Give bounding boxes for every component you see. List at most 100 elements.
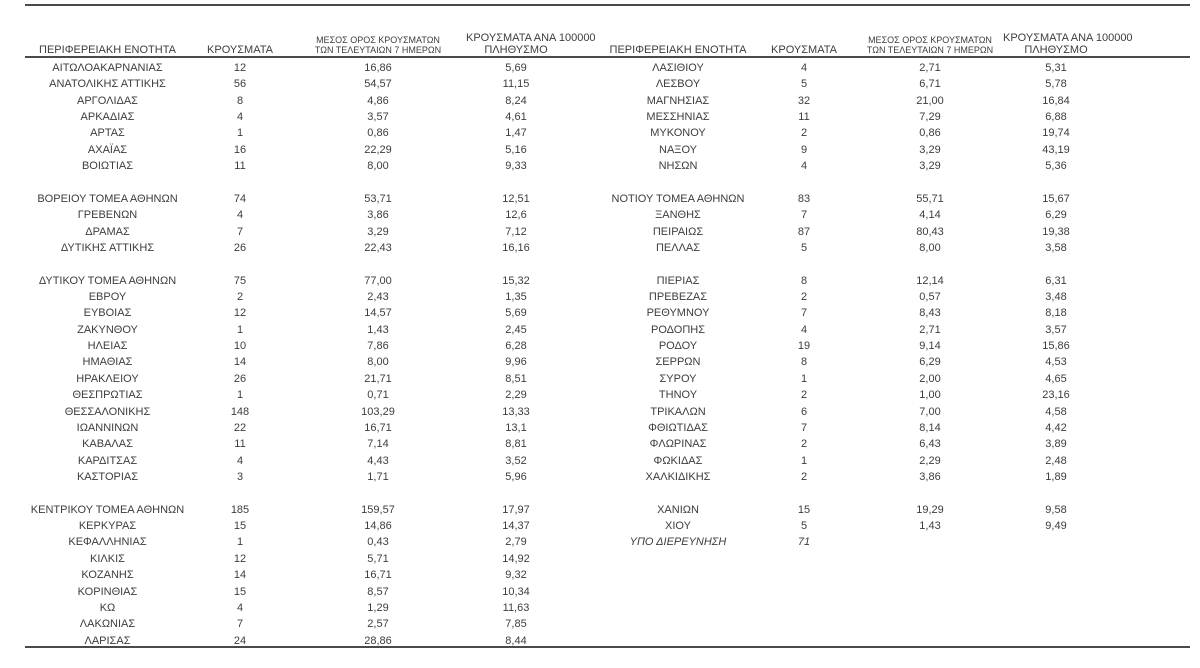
- col-header-per100k: ΚΡΟΥΣΜΑΤΑ ΑΝΑ 100000 ΠΛΗΘΥΣΜΟ: [466, 24, 596, 60]
- cell-region: ΛΑΣΙΘΙΟΥ: [652, 62, 704, 74]
- group-spacer-row: [25, 256, 566, 272]
- cell-cases: 7: [800, 307, 808, 320]
- cell-region: ΚΕΦΑΛΛΗΝΙΑΣ: [68, 536, 147, 549]
- cell-per100k: 5,96: [505, 470, 527, 483]
- cell-per100k: 7,12: [505, 225, 527, 238]
- cell-per100k: 6,88: [1045, 111, 1067, 124]
- cell-per100k: 19,74: [1042, 127, 1070, 140]
- cell-avg7: 14,57: [364, 307, 392, 320]
- group-spacer-row: [25, 485, 566, 501]
- cell-avg7: 6,43: [919, 438, 941, 451]
- table-row: ΣΥΡΟΥ 1 2,00 4,65: [605, 371, 1109, 387]
- cell-avg7: 9,14: [919, 340, 941, 353]
- cell-per100k: 3,89: [1045, 438, 1067, 451]
- cell-cases: 15: [797, 503, 811, 516]
- table-row: ΒΟΙΩΤΙΑΣ 11 8,00 9,33: [25, 158, 566, 174]
- cell-avg7: 3,57: [367, 111, 389, 124]
- cell-per100k: 5,78: [1045, 78, 1067, 91]
- cell-avg7: 3,86: [367, 209, 389, 222]
- cell-cases: 14: [233, 356, 247, 369]
- cell-region: ΚΑΣΤΟΡΙΑΣ: [76, 470, 139, 483]
- col-header-cases: ΚΡΟΥΣΜΑΤΑ: [771, 43, 837, 56]
- table-row: ΔΥΤΙΚΗΣ ΑΤΤΙΚΗΣ 26 22,43 16,16: [25, 240, 566, 256]
- cell-cases: 5: [800, 78, 808, 91]
- table-body-right: ΛΑΣΙΘΙΟΥ 4 2,71 5,31 ΛΕΣΒΟΥ 5 6,71 5,78 ΜΑΓΝΗΣΙΑ…: [605, 60, 1109, 551]
- cell-region: ΛΑΚΩΝΙΑΣ: [79, 618, 136, 631]
- table-row: ΚΙΛΚΙΣ 12 5,71 14,92: [25, 551, 566, 567]
- cell-region: ΔΥΤΙΚΗΣ ΑΤΤΙΚΗΣ: [60, 241, 155, 254]
- cell-cases: 11: [234, 438, 246, 451]
- cell-per100k: 5,16: [505, 143, 527, 156]
- cell-region: ΗΜΑΘΙΑΣ: [82, 356, 133, 369]
- cell-cases: 7: [800, 421, 808, 434]
- cell-avg7: 3,29: [919, 160, 941, 173]
- cell-per100k: 2,48: [1045, 454, 1067, 467]
- cell-region: ΒΟΡΕΙΟΥ ΤΟΜΕΑ ΑΘΗΝΩΝ: [37, 192, 178, 205]
- cell-per100k: 8,44: [505, 634, 527, 647]
- cell-cases: 16: [233, 143, 247, 156]
- cell-cases: 74: [233, 192, 247, 205]
- table-row: ΦΩΚΙΔΑΣ 1 2,29 2,48: [605, 453, 1109, 469]
- cell-cases: 2: [800, 389, 808, 402]
- cell-region: ΦΘΙΩΤΙΔΑΣ: [648, 421, 708, 434]
- cell-region: ΗΛΕΙΑΣ: [87, 340, 128, 353]
- cell-per100k: 11,63: [502, 601, 530, 614]
- cell-avg7: 8,57: [367, 585, 389, 598]
- table-row: ΦΛΩΡΙΝΑΣ 2 6,43 3,89: [605, 436, 1109, 452]
- table-row: ΠΙΕΡΙΑΣ 8 12,14 6,31: [605, 273, 1109, 289]
- cell-cases: 5: [800, 520, 808, 533]
- cell-avg7: 3,29: [919, 143, 941, 156]
- cell-avg7: 2,71: [919, 62, 941, 74]
- cell-cases: 4: [800, 160, 808, 173]
- cell-avg7: 16,71: [364, 569, 392, 582]
- group-spacer-row: [25, 175, 566, 191]
- col-header-per100k-line1: ΚΡΟΥΣΜΑΤΑ ΑΝΑ 100000: [466, 31, 596, 44]
- header-underline-rule: [25, 56, 1190, 58]
- cell-cases: 3: [236, 470, 244, 483]
- table-row: ΚΑΒΑΛΑΣ 11 7,14 8,81: [25, 436, 566, 452]
- cell-region: ΛΑΡΙΣΑΣ: [84, 634, 131, 647]
- table-row: ΓΡΕΒΕΝΩΝ 4 3,86 12,6: [25, 207, 566, 223]
- cell-avg7: 3,29: [367, 225, 389, 238]
- bottom-rule: [25, 646, 1190, 648]
- cell-region: ΑΧΑΪΑΣ: [87, 143, 128, 156]
- col-header-avg7: ΜΕΣΟΣ ΟΡΟΣ ΚΡΟΥΣΜΑΤΩΝ ΤΩΝ ΤΕΛΕΥΤΑΙΩΝ 7 Η…: [290, 24, 466, 60]
- cell-per100k: 15,86: [1042, 340, 1070, 353]
- cell-per100k: 9,32: [505, 569, 527, 582]
- cell-cases: 2: [800, 470, 808, 483]
- cell-cases: 185: [230, 503, 250, 516]
- cell-region: ΕΒΡΟΥ: [88, 291, 127, 304]
- cell-per100k: 3,52: [505, 454, 527, 467]
- cell-cases: 12: [233, 307, 247, 320]
- top-rule: [25, 4, 1190, 6]
- table-row: ΚΕΝΤΡΙΚΟΥ ΤΟΜΕΑ ΑΘΗΝΩΝ 185 159,57 17,97: [25, 502, 566, 518]
- cell-per100k: 16,16: [502, 241, 530, 254]
- cell-per100k: 6,28: [505, 340, 527, 353]
- table-row: ΔΥΤΙΚΟΥ ΤΟΜΕΑ ΑΘΗΝΩΝ 75 77,00 15,32: [25, 273, 566, 289]
- cell-cases: 1: [800, 454, 808, 467]
- cell-avg7: 7,00: [919, 405, 941, 418]
- table-row: ΝΗΣΩΝ 4 3,29 5,36: [605, 158, 1109, 174]
- cell-per100k: 6,29: [1045, 209, 1067, 222]
- col-header-avg7-line2: ΤΩΝ ΤΕΛΕΥΤΑΙΩΝ 7 ΗΜΕΡΩΝ: [314, 45, 442, 56]
- cell-avg7: 22,43: [364, 241, 392, 254]
- cell-cases: 4: [236, 454, 244, 467]
- cell-avg7: 14,86: [364, 520, 392, 533]
- cell-avg7: [857, 534, 1003, 550]
- cell-region: ΣΕΡΡΩΝ: [655, 356, 701, 369]
- table-row: ΔΡΑΜΑΣ 7 3,29 7,12: [25, 224, 566, 240]
- cell-per100k: 3,58: [1045, 241, 1067, 254]
- cell-per100k: 8,81: [505, 438, 527, 451]
- cell-per100k: 17,97: [502, 503, 530, 516]
- cell-cases: 11: [798, 111, 810, 124]
- cell-region: ΖΑΚΥΝΘΟΥ: [77, 323, 138, 336]
- cell-cases: 1: [236, 127, 244, 140]
- table-row: ΜΕΣΣΗΝΙΑΣ 11 7,29 6,88: [605, 109, 1109, 125]
- cell-per100k: 14,92: [502, 552, 530, 565]
- cell-avg7: 55,71: [916, 192, 944, 205]
- cell-avg7: 4,43: [367, 454, 389, 467]
- cell-avg7: 2,71: [919, 323, 941, 336]
- cell-per100k: 8,18: [1045, 307, 1067, 320]
- group-spacer-row: [605, 485, 1109, 501]
- table-row: ΘΕΣΠΡΩΤΙΑΣ 1 0,71 2,29: [25, 387, 566, 403]
